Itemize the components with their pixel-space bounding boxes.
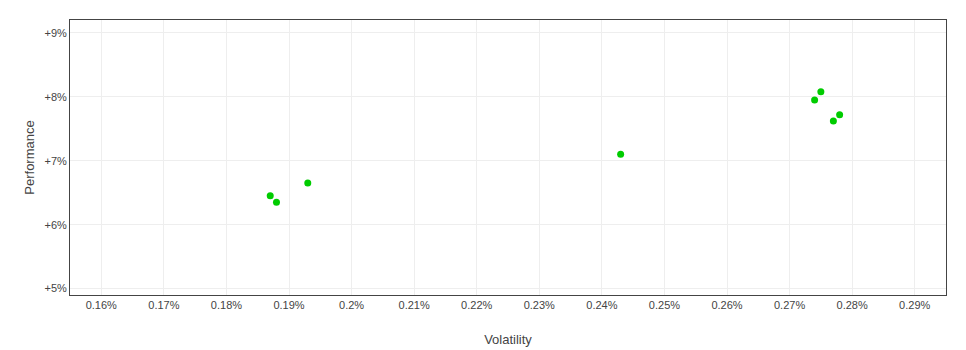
- svg-text:+6%: +6%: [44, 219, 67, 231]
- svg-text:0.2%: 0.2%: [339, 299, 364, 311]
- svg-text:0.27%: 0.27%: [774, 299, 805, 311]
- svg-text:0.19%: 0.19%: [273, 299, 304, 311]
- svg-text:+5%: +5%: [44, 282, 67, 294]
- svg-text:+9%: +9%: [44, 27, 67, 39]
- svg-text:0.28%: 0.28%: [837, 299, 868, 311]
- svg-text:0.16%: 0.16%: [86, 299, 117, 311]
- svg-text:0.17%: 0.17%: [148, 299, 179, 311]
- svg-text:Volatility: Volatility: [484, 332, 532, 347]
- svg-text:+7%: +7%: [44, 155, 67, 167]
- svg-text:0.18%: 0.18%: [211, 299, 242, 311]
- svg-text:0.24%: 0.24%: [586, 299, 617, 311]
- svg-text:0.26%: 0.26%: [711, 299, 742, 311]
- svg-text:Performance: Performance: [22, 120, 37, 194]
- svg-text:0.23%: 0.23%: [524, 299, 555, 311]
- svg-text:0.29%: 0.29%: [899, 299, 930, 311]
- svg-text:+8%: +8%: [44, 91, 67, 103]
- svg-text:0.22%: 0.22%: [461, 299, 492, 311]
- svg-text:0.21%: 0.21%: [399, 299, 430, 311]
- svg-text:0.25%: 0.25%: [649, 299, 680, 311]
